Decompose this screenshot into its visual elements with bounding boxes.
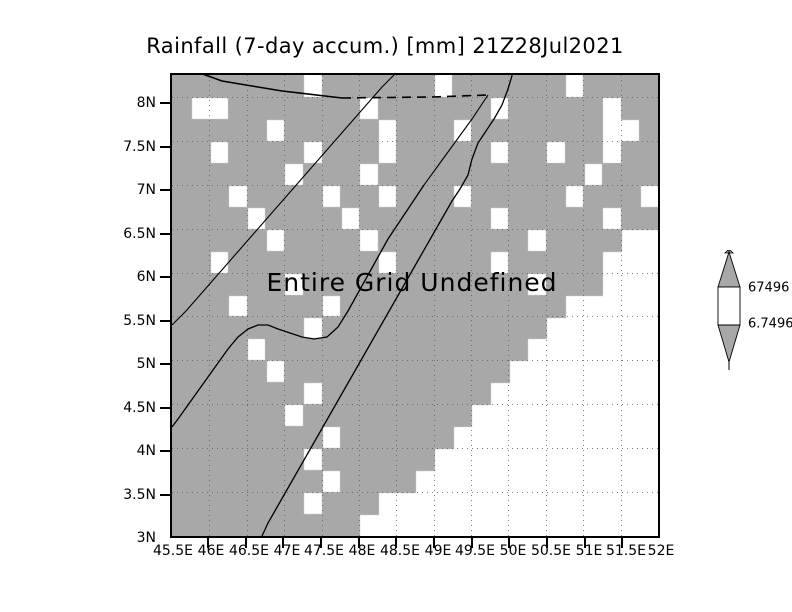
- ytick-label-4n: 4N: [136, 443, 156, 459]
- ytick-mark-5p5n: [160, 320, 170, 322]
- ytick-mark-7n: [160, 189, 170, 191]
- ytick-mark-6p5n: [160, 233, 170, 235]
- ytick-mark-7p5n: [160, 146, 170, 148]
- xtick-label-51p5e: 51.5E: [605, 543, 647, 559]
- xtick-mark-46p5e: [245, 538, 247, 548]
- xtick-label-47p5e: 47.5E: [303, 543, 345, 559]
- ytick-mark-4p5n: [160, 407, 170, 409]
- xtick-label-47e: 47E: [273, 543, 301, 559]
- xtick-label-49e: 49E: [424, 543, 452, 559]
- rainfall-raster: [172, 75, 658, 536]
- xtick-mark-51p5e: [621, 538, 623, 548]
- chart-title-text: Rainfall (7-day accum.) [mm] 21Z28Jul202…: [146, 34, 624, 58]
- map-plot-inner: Entire Grid Undefined: [172, 75, 658, 536]
- xtick-label-50p5e: 50.5E: [530, 543, 572, 559]
- xtick-label-46e: 46E: [197, 543, 225, 559]
- colorbar-shape: [717, 250, 741, 370]
- xtick-mark-47p5e: [320, 538, 322, 548]
- xtick-mark-49p5e: [471, 538, 473, 548]
- xtick-mark-46e: [207, 538, 209, 548]
- ytick-label-5p5n: 5.5N: [123, 313, 156, 329]
- xtick-mark-47e: [282, 538, 284, 548]
- ytick-mark-5n: [160, 363, 170, 365]
- map-plot-area: Entire Grid Undefined: [170, 73, 660, 538]
- xtick-mark-48p5e: [395, 538, 397, 548]
- xtick-mark-49e: [433, 538, 435, 548]
- colorbar-band-middle: [717, 286, 741, 326]
- xtick-label-46p5e: 46.5E: [228, 543, 270, 559]
- xtick-label-52e: 52E: [647, 543, 675, 559]
- colorbar-arrow-bottom: [717, 324, 741, 364]
- ytick-label-3n: 3N: [136, 530, 156, 546]
- xtick-mark-48e: [358, 538, 360, 548]
- colorbar[interactable]: 67496 6.7496: [714, 250, 792, 370]
- ytick-label-8n: 8N: [136, 95, 156, 111]
- colorbar-label-bottom: 6.7496: [748, 316, 792, 332]
- ytick-mark-4n: [160, 450, 170, 452]
- ytick-label-3p5n: 3.5N: [123, 487, 156, 503]
- ytick-label-7n: 7N: [136, 182, 156, 198]
- ytick-label-4p5n: 4.5N: [123, 400, 156, 416]
- entire-grid-undefined-annotation: Entire Grid Undefined: [172, 268, 658, 297]
- entire-grid-undefined-text: Entire Grid Undefined: [266, 268, 558, 297]
- ytick-label-7p5n: 7.5N: [123, 139, 156, 155]
- xtick-label-48e: 48E: [348, 543, 376, 559]
- xtick-label-49p5e: 49.5E: [454, 543, 496, 559]
- ytick-label-6p5n: 6.5N: [123, 226, 156, 242]
- ytick-label-5n: 5N: [136, 356, 156, 372]
- ytick-mark-6n: [160, 276, 170, 278]
- xtick-mark-51e: [584, 538, 586, 548]
- xtick-mark-50e: [508, 538, 510, 548]
- xtick-mark-50p5e: [546, 538, 548, 548]
- ytick-mark-3p5n: [160, 494, 170, 496]
- xtick-label-51e: 51E: [575, 543, 603, 559]
- ytick-label-6n: 6N: [136, 269, 156, 285]
- colorbar-label-top: 67496: [748, 280, 790, 296]
- xtick-label-48p5e: 48.5E: [379, 543, 421, 559]
- colorbar-arrow-top: [717, 250, 741, 288]
- ytick-mark-8n: [160, 102, 170, 104]
- xtick-label-50e: 50E: [499, 543, 527, 559]
- chart-title: Rainfall (7-day accum.) [mm] 21Z28Jul202…: [0, 34, 792, 58]
- xtick-label-45p5e: 45.5E: [152, 543, 194, 559]
